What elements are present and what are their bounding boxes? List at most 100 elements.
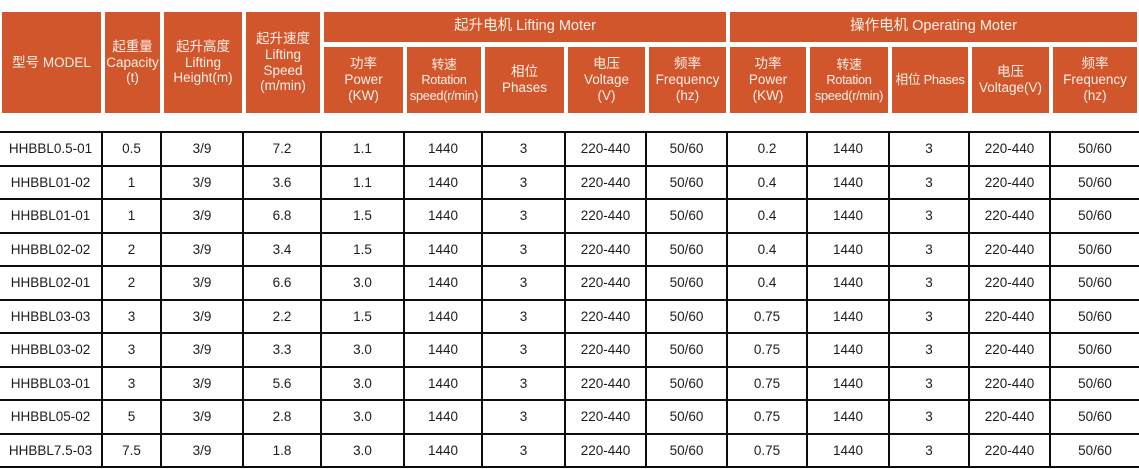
table-cell: 5	[103, 401, 162, 435]
table-cell: 1.1	[322, 166, 405, 200]
header-op-frequency: 频率 Frequency (hz)	[1053, 47, 1137, 113]
table-cell: 50/60	[1051, 234, 1139, 267]
table-cell: 2	[103, 267, 162, 301]
table-cell: 3	[483, 200, 566, 234]
table-cell: 1440	[405, 233, 483, 267]
header-lifting-height: 起升高度 Lifting Height(m)	[164, 12, 242, 113]
table-cell: 1440	[808, 133, 890, 167]
table-cell: 3	[483, 334, 566, 368]
header-group-lifting-motor: 起升电机 Lifting Moter	[324, 12, 726, 42]
model-cell: HHBBL03-01	[0, 367, 103, 401]
table-cell: 3	[890, 200, 970, 234]
table-cell: 3	[483, 133, 566, 167]
table-cell: 3	[483, 434, 566, 468]
table-cell: 6.6	[244, 267, 322, 301]
table-body: HHBBL0.5-01 0.5 3/9 7.2 1.1 1440 3 220-440 50/60…	[0, 131, 1139, 468]
table-cell: 50/60	[647, 300, 728, 334]
table-cell: 50/60	[1051, 133, 1139, 167]
table-cell: 3	[103, 367, 162, 401]
table-cell: 3	[890, 233, 970, 267]
table-cell: 220-440	[566, 401, 647, 435]
table-cell: 3	[483, 267, 566, 301]
table-cell: 1440	[808, 233, 890, 267]
model-cell: HHBBL01-02	[0, 166, 103, 200]
table-cell: 3	[103, 334, 162, 368]
table-cell: 3/9	[162, 133, 244, 167]
table-cell: 50/60	[647, 267, 728, 301]
table-cell: 50/60	[647, 434, 728, 468]
table-cell: 1440	[405, 267, 483, 301]
table-cell: 220-440	[566, 434, 647, 468]
table-cell: 1440	[405, 166, 483, 200]
table-cell: 3	[890, 267, 970, 301]
table-cell: 1440	[808, 300, 890, 334]
table-cell: 3/9	[162, 334, 244, 368]
table-cell: 1440	[808, 367, 890, 401]
table-cell: 50/60	[1051, 200, 1139, 234]
table-cell: 0.75	[728, 334, 808, 368]
table-cell: 1	[103, 166, 162, 200]
header-lift-phases: 相位 Phases	[485, 47, 564, 113]
table-cell: 1440	[405, 300, 483, 334]
table-cell: 3	[890, 300, 970, 334]
table-cell: 3/9	[162, 401, 244, 435]
header-group-operating-motor: 操作电机 Operating Moter	[730, 12, 1137, 42]
model-cell: HHBBL03-03	[0, 300, 103, 334]
table-cell: 1440	[405, 200, 483, 234]
table-cell: 3/9	[162, 367, 244, 401]
table-cell: 3.0	[322, 434, 405, 468]
table-cell: 3	[890, 133, 970, 167]
table-cell: 3.3	[244, 334, 322, 368]
table-cell: 50/60	[1051, 167, 1139, 200]
table-cell: 50/60	[1051, 301, 1139, 334]
header-op-phases: 相位 Phases	[892, 47, 968, 113]
table-cell: 2.8	[244, 401, 322, 435]
model-cell: HHBBL05-02	[0, 401, 103, 435]
table-cell: 3	[890, 401, 970, 435]
table-cell: 220-440	[566, 233, 647, 267]
table-cell: 1	[103, 200, 162, 234]
table-cell: 50/60	[1051, 334, 1139, 368]
table-cell: 3/9	[162, 166, 244, 200]
table-cell: 3	[890, 334, 970, 368]
table-cell: 6.8	[244, 200, 322, 234]
model-cell: HHBBL02-02	[0, 233, 103, 267]
table-cell: 50/60	[1051, 267, 1139, 301]
table-cell: 50/60	[1051, 368, 1139, 401]
table-cell: 0.75	[728, 401, 808, 435]
table-cell: 3	[890, 434, 970, 468]
table-cell: 0.2	[728, 133, 808, 167]
table-cell: 5.6	[244, 367, 322, 401]
table-cell: 220-440	[566, 133, 647, 167]
table-cell: 50/60	[1051, 435, 1139, 468]
table-cell: 1440	[405, 133, 483, 167]
table-cell: 1440	[808, 267, 890, 301]
table-cell: 220-440	[970, 300, 1051, 334]
table-cell: 1440	[808, 434, 890, 468]
header-op-voltage: 电压 Voltage(V)	[972, 47, 1049, 113]
table-cell: 1.5	[322, 300, 405, 334]
header-capacity: 起重量 Capacity (t)	[105, 12, 160, 113]
table-cell: 220-440	[566, 267, 647, 301]
table-cell: 220-440	[970, 367, 1051, 401]
table-cell: 1440	[808, 166, 890, 200]
table-cell: 50/60	[647, 367, 728, 401]
table-cell: 1440	[405, 367, 483, 401]
table-cell: 1.8	[244, 434, 322, 468]
table-cell: 50/60	[647, 233, 728, 267]
table-cell: 3	[890, 367, 970, 401]
table-cell: 220-440	[970, 233, 1051, 267]
table-cell: 3/9	[162, 200, 244, 234]
table-cell: 2.2	[244, 300, 322, 334]
table-cell: 220-440	[970, 334, 1051, 368]
table-cell: 3	[890, 166, 970, 200]
header-model: 型号 MODEL	[2, 12, 101, 113]
table-cell: 1440	[405, 434, 483, 468]
header-lift-voltage: 电压 Voltage (V)	[568, 47, 645, 113]
table-cell: 3	[483, 233, 566, 267]
table-cell: 50/60	[647, 133, 728, 167]
table-cell: 3	[483, 166, 566, 200]
table-cell: 1440	[405, 334, 483, 368]
table-cell: 1.5	[322, 200, 405, 234]
table-cell: 3	[483, 300, 566, 334]
